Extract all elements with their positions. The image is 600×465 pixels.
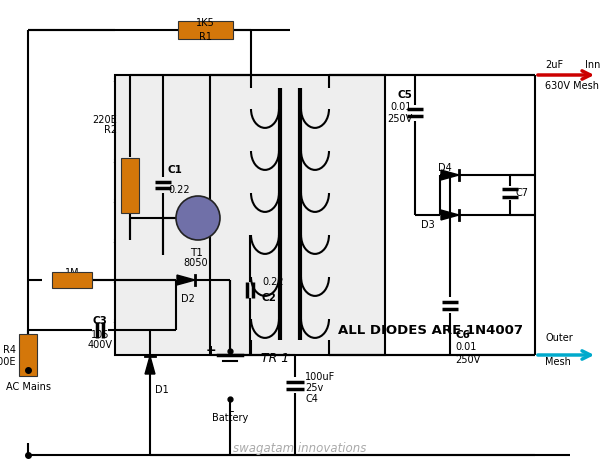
Text: swagatam innovat: swagatam innovat	[113, 275, 197, 285]
Text: 0.22: 0.22	[262, 277, 284, 287]
Text: C5: C5	[397, 90, 412, 100]
Text: 105: 105	[91, 330, 109, 340]
Text: swagatam innovat: swagatam innovat	[193, 275, 277, 285]
Text: swagatam innovat: swagatam innovat	[193, 235, 277, 245]
Bar	[52, 272, 92, 288]
Text: 220E: 220E	[92, 115, 117, 125]
Text: 250V: 250V	[455, 355, 480, 365]
Text: swagatam innovat: swagatam innovat	[274, 115, 356, 125]
Text: swagatam innovat: swagatam innovat	[113, 75, 197, 85]
Text: -: -	[230, 405, 234, 418]
Text: C7: C7	[515, 188, 528, 198]
Text: TR 1: TR 1	[261, 352, 289, 365]
Text: T1: T1	[190, 248, 202, 258]
Text: 630V Mesh: 630V Mesh	[545, 81, 599, 91]
Text: ALL DIODES ARE 1N4007: ALL DIODES ARE 1N4007	[337, 324, 523, 337]
Text: swagatam innovat: swagatam innovat	[274, 75, 356, 85]
Text: swagatam innovat: swagatam innovat	[193, 195, 277, 205]
Text: 1K5: 1K5	[196, 18, 214, 28]
Text: swagatam innovat: swagatam innovat	[193, 155, 277, 165]
Text: R1: R1	[199, 32, 212, 42]
Text: C3: C3	[92, 316, 107, 326]
Text: Battery: Battery	[212, 413, 248, 423]
Text: 250V: 250V	[387, 114, 412, 124]
Circle shape	[176, 196, 220, 240]
Text: 8050: 8050	[184, 258, 208, 268]
Text: 100E: 100E	[0, 357, 16, 367]
Text: swagatam innovat: swagatam innovat	[274, 235, 356, 245]
Text: Mesh: Mesh	[545, 357, 571, 367]
Text: AC Mains: AC Mains	[5, 382, 50, 392]
Text: 100uF: 100uF	[305, 372, 335, 382]
Text: swagatam innovations: swagatam innovations	[233, 441, 367, 454]
Bar	[115, 75, 385, 355]
Bar	[178, 21, 233, 39]
Text: swagatam innovat: swagatam innovat	[193, 75, 277, 85]
Bar	[121, 158, 139, 213]
Text: Outer: Outer	[545, 333, 573, 343]
Text: +: +	[205, 344, 216, 357]
Text: swagatam innovat: swagatam innovat	[274, 315, 356, 325]
Text: swagatam innovat: swagatam innovat	[113, 235, 197, 245]
Text: R2: R2	[104, 125, 117, 135]
Text: R4: R4	[3, 345, 16, 355]
Bar	[19, 334, 37, 376]
Text: swagatam innovat: swagatam innovat	[193, 115, 277, 125]
Text: swagatam innovat: swagatam innovat	[193, 315, 277, 325]
Polygon shape	[441, 170, 459, 180]
Text: 2uF: 2uF	[545, 60, 563, 70]
Text: Inner: Inner	[585, 60, 600, 70]
Text: 400V: 400V	[88, 340, 113, 350]
Text: C1: C1	[168, 165, 183, 175]
Text: swagatam innovat: swagatam innovat	[113, 315, 197, 325]
Text: 0.22: 0.22	[168, 185, 190, 195]
Text: 0.01: 0.01	[455, 342, 476, 352]
Polygon shape	[177, 275, 195, 285]
Text: swagatam innovat: swagatam innovat	[274, 155, 356, 165]
Text: 1M: 1M	[65, 268, 79, 278]
Text: D4: D4	[438, 163, 452, 173]
Text: D3: D3	[421, 220, 435, 230]
Text: 25v: 25v	[305, 383, 323, 393]
Text: D1: D1	[155, 385, 169, 395]
Text: D2: D2	[181, 294, 195, 304]
Text: R3: R3	[65, 280, 79, 290]
Text: C2: C2	[262, 293, 277, 303]
Text: swagatam innovat: swagatam innovat	[113, 155, 197, 165]
Text: C6: C6	[455, 330, 470, 340]
Text: swagatam innovat: swagatam innovat	[274, 275, 356, 285]
Text: swagatam innovat: swagatam innovat	[113, 115, 197, 125]
Text: C4: C4	[305, 394, 318, 404]
Text: swagatam innovat: swagatam innovat	[113, 195, 197, 205]
Text: 0.01: 0.01	[391, 102, 412, 112]
Polygon shape	[441, 210, 459, 220]
Text: swagatam innovat: swagatam innovat	[274, 195, 356, 205]
Polygon shape	[145, 356, 155, 374]
